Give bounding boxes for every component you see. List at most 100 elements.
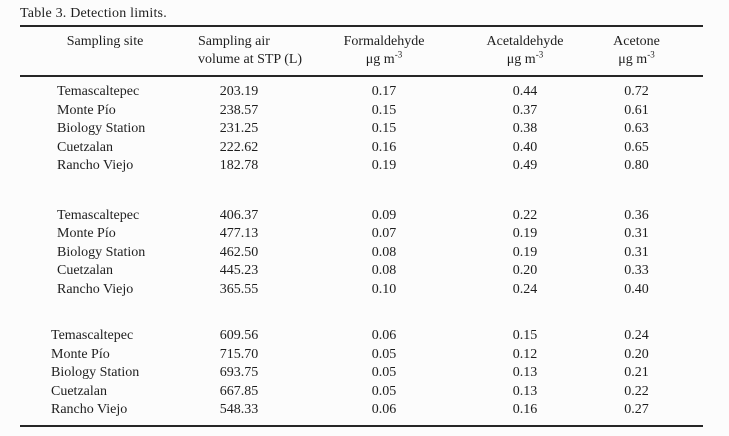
document-page: Table 3. Detection limits. Sampling site…: [20, 6, 703, 427]
table-row: Temascaltepec 203.19 0.17 0.44 0.72: [20, 76, 703, 102]
cell-acetaldehyde: 0.40: [512, 139, 538, 155]
cell-acetone: 0.27: [624, 402, 649, 417]
table-group-2: Temascaltepec 406.37 0.09 0.22 0.36 Mont…: [20, 207, 703, 328]
cell-volume: 365.55: [219, 281, 259, 297]
unit-base: μg m: [506, 52, 536, 67]
cell-site: Rancho Viejo: [51, 402, 128, 417]
header-unit: μg m-3: [570, 50, 703, 69]
group-spacer: [20, 299, 703, 327]
cell-volume: 203.19: [219, 84, 259, 99]
cell-formaldehyde: 0.17: [371, 84, 397, 99]
cell-acetaldehyde: 0.24: [512, 281, 538, 297]
header-label: Acetone: [613, 34, 660, 49]
cell-site: Temascaltepec: [51, 328, 134, 343]
cell-site: Biology Station: [51, 365, 140, 380]
cell-site: Cuetzalan: [51, 383, 107, 399]
cell-formaldehyde: 0.10: [371, 281, 397, 297]
cell-volume: 667.85: [219, 383, 259, 399]
cell-acetaldehyde: 0.19: [512, 244, 538, 260]
cell-acetone: 0.21: [624, 365, 649, 380]
unit-exponent: -3: [535, 49, 544, 60]
cell-volume: 548.33: [219, 402, 259, 417]
header-label: Formaldehyde: [343, 34, 425, 49]
table-row: Biology Station 462.50 0.08 0.19 0.31: [20, 244, 703, 263]
cell-acetone: 0.72: [624, 84, 649, 99]
cell-volume: 609.56: [219, 328, 259, 343]
cell-acetone: 0.65: [624, 139, 649, 155]
table-row: Cuetzalan 222.62 0.16 0.40 0.65: [20, 139, 703, 158]
header-label-line2: volume at STP (L): [198, 52, 303, 67]
table-caption: Table 3. Detection limits.: [20, 6, 167, 21]
cell-acetone: 0.31: [624, 244, 649, 260]
cell-acetaldehyde: 0.12: [512, 346, 538, 362]
cell-formaldehyde: 0.16: [371, 139, 397, 155]
cell-acetone: 0.24: [624, 328, 649, 343]
detection-limits-table: Sampling site Sampling air volume at STP…: [20, 25, 703, 427]
cell-formaldehyde: 0.05: [371, 365, 397, 380]
cell-acetaldehyde: 0.37: [512, 102, 538, 118]
cell-acetone: 0.31: [624, 226, 649, 241]
column-header-sampling-volume: Sampling air volume at STP (L): [190, 26, 303, 77]
cell-acetaldehyde: 0.38: [512, 121, 538, 136]
cell-formaldehyde: 0.15: [371, 102, 397, 118]
spacer-cell: [20, 299, 703, 327]
header-unit: μg m-3: [288, 49, 480, 69]
header-unit: μg m-3: [480, 49, 570, 69]
cell-volume: 693.75: [219, 365, 259, 380]
header-label-line1: Sampling air: [198, 34, 270, 49]
table-row: Monte Pío 238.57 0.15 0.37 0.61: [20, 102, 703, 121]
cell-acetone: 0.36: [624, 207, 649, 223]
cell-volume: 238.57: [219, 102, 259, 118]
header-label: Sampling site: [66, 34, 144, 49]
cell-formaldehyde: 0.08: [371, 263, 397, 278]
cell-formaldehyde: 0.06: [371, 328, 397, 343]
cell-formaldehyde: 0.19: [371, 158, 397, 173]
cell-formaldehyde: 0.15: [371, 121, 397, 136]
table-row: Monte Pío 715.70 0.05 0.12 0.20: [20, 346, 703, 365]
cell-acetone: 0.63: [624, 121, 649, 136]
cell-site: Cuetzalan: [57, 263, 113, 278]
cell-site: Temascaltepec: [57, 207, 140, 223]
cell-volume: 715.70: [219, 346, 259, 362]
cell-site: Biology Station: [57, 121, 146, 136]
cell-acetaldehyde: 0.19: [512, 226, 538, 241]
cell-site: Rancho Viejo: [57, 158, 134, 173]
cell-volume: 222.62: [219, 139, 259, 155]
cell-acetaldehyde: 0.22: [512, 207, 538, 223]
table-row: Rancho Viejo 365.55 0.10 0.24 0.40: [20, 281, 703, 300]
cell-acetaldehyde: 0.49: [512, 158, 538, 173]
spacer-cell: [20, 176, 703, 207]
cell-acetone: 0.20: [624, 346, 649, 362]
table-row: Temascaltepec 609.56 0.06 0.15 0.24: [20, 327, 703, 346]
unit-exponent: -3: [394, 49, 403, 60]
table-group-1: Temascaltepec 203.19 0.17 0.44 0.72 Mont…: [20, 76, 703, 207]
cell-volume: 231.25: [219, 121, 259, 136]
cell-volume: 445.23: [219, 263, 259, 278]
cell-formaldehyde: 0.06: [371, 402, 397, 417]
table-group-3: Temascaltepec 609.56 0.06 0.15 0.24 Mont…: [20, 327, 703, 426]
table-row: Temascaltepec 406.37 0.09 0.22 0.36: [20, 207, 703, 226]
cell-acetone: 0.40: [624, 281, 649, 297]
table-row: Cuetzalan 445.23 0.08 0.20 0.33: [20, 262, 703, 281]
header-label: Acetaldehyde: [486, 34, 564, 49]
cell-acetaldehyde: 0.15: [512, 328, 538, 343]
cell-acetaldehyde: 0.20: [512, 263, 538, 278]
cell-formaldehyde: 0.05: [371, 383, 397, 399]
cell-volume: 406.37: [219, 207, 259, 223]
cell-acetaldehyde: 0.44: [512, 84, 538, 99]
column-header-acetaldehyde: Acetaldehyde μg m-3: [480, 26, 570, 77]
table-row: Biology Station 231.25 0.15 0.38 0.63: [20, 120, 703, 139]
cell-formaldehyde: 0.05: [371, 346, 397, 362]
header-row: Sampling site Sampling air volume at STP…: [20, 26, 703, 77]
cell-site: Temascaltepec: [57, 84, 140, 99]
cell-formaldehyde: 0.07: [371, 226, 397, 241]
cell-acetone: 0.61: [624, 102, 649, 118]
cell-site: Biology Station: [57, 244, 146, 260]
column-header-acetone: Acetone μg m-3: [570, 26, 703, 77]
cell-acetaldehyde: 0.16: [512, 402, 538, 417]
cell-acetone: 0.80: [624, 158, 649, 173]
cell-site: Monte Pío: [57, 226, 116, 241]
cell-acetaldehyde: 0.13: [512, 365, 538, 380]
group-spacer: [20, 176, 703, 207]
unit-base: μg m: [365, 52, 395, 67]
